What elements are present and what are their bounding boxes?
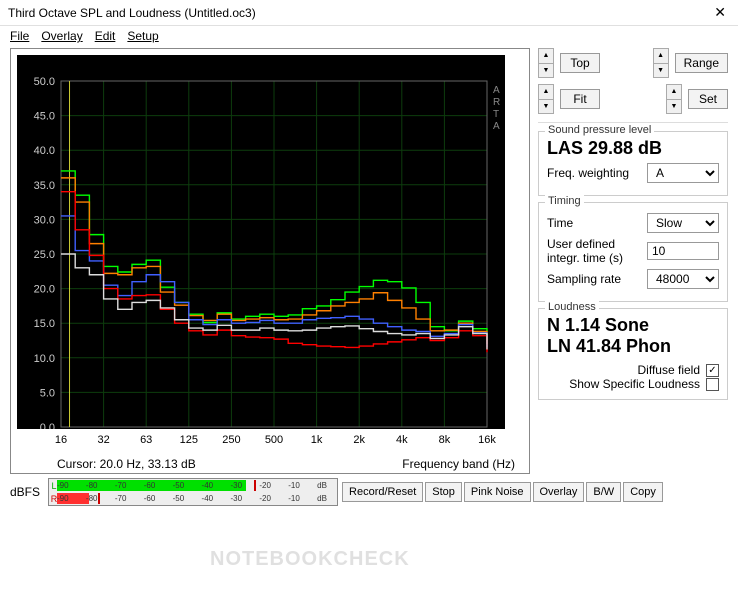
- loudness-legend: Loudness: [545, 301, 599, 313]
- loudness-sone: N 1.14 Sone: [547, 315, 719, 336]
- menu-setup[interactable]: Setup: [127, 29, 158, 43]
- chart-frame: dB Third octave SPL 0.05.010.015.020.025…: [10, 48, 530, 474]
- svg-text:T: T: [493, 109, 499, 120]
- footer-button-pink-noise[interactable]: Pink Noise: [464, 482, 531, 502]
- menu-overlay[interactable]: Overlay: [41, 29, 82, 43]
- specific-label: Show Specific Loudness: [569, 377, 700, 391]
- spl-group: Sound pressure level LAS 29.88 dB Freq. …: [538, 131, 728, 196]
- integ-input[interactable]: [647, 242, 719, 260]
- close-icon[interactable]: ✕: [710, 4, 730, 21]
- level-meter: L -90-80-70-60-50-40-30-20-10dB R -90-80…: [48, 478, 338, 506]
- svg-text:A: A: [493, 85, 500, 96]
- set-spinner[interactable]: ▲▼: [666, 84, 682, 114]
- svg-text:40.0: 40.0: [34, 145, 55, 157]
- svg-text:500: 500: [265, 434, 283, 446]
- footer-button-b-w[interactable]: B/W: [586, 482, 621, 502]
- svg-text:1k: 1k: [311, 434, 323, 446]
- svg-text:16: 16: [55, 434, 67, 446]
- weighting-label: Freq. weighting: [547, 166, 629, 180]
- svg-text:10.0: 10.0: [34, 353, 55, 365]
- spl-value: LAS 29.88 dB: [547, 138, 719, 159]
- svg-text:16k: 16k: [478, 434, 496, 446]
- diffuse-label: Diffuse field: [638, 363, 700, 377]
- svg-text:25.0: 25.0: [34, 249, 55, 261]
- footer-button-overlay[interactable]: Overlay: [533, 482, 585, 502]
- svg-text:4k: 4k: [396, 434, 408, 446]
- svg-text:250: 250: [222, 434, 240, 446]
- svg-text:30.0: 30.0: [34, 214, 55, 226]
- time-label: Time: [547, 216, 573, 230]
- window-title: Third Octave SPL and Loudness (Untitled.…: [8, 6, 256, 20]
- meter-right: R -90-80-70-60-50-40-30-20-10dB: [49, 492, 337, 505]
- dbfs-label: dBFS: [10, 485, 40, 499]
- top-spinner[interactable]: ▲▼: [538, 48, 554, 78]
- footer-button-record-reset[interactable]: Record/Reset: [342, 482, 423, 502]
- svg-text:125: 125: [180, 434, 198, 446]
- fit-spinner[interactable]: ▲▼: [538, 84, 554, 114]
- svg-text:2k: 2k: [353, 434, 365, 446]
- x-axis-label: Frequency band (Hz): [402, 457, 515, 471]
- set-button[interactable]: Set: [688, 89, 728, 109]
- loudness-phon: LN 41.84 Phon: [547, 336, 719, 357]
- svg-text:15.0: 15.0: [34, 318, 55, 330]
- menubar: File Overlay Edit Setup: [0, 26, 738, 48]
- svg-text:5.0: 5.0: [40, 387, 55, 399]
- range-button[interactable]: Range: [675, 53, 728, 73]
- spl-legend: Sound pressure level: [545, 124, 654, 136]
- svg-text:A: A: [493, 121, 500, 132]
- footer-button-copy[interactable]: Copy: [623, 482, 663, 502]
- svg-text:R: R: [493, 97, 500, 108]
- time-select[interactable]: Slow: [647, 213, 719, 233]
- timing-group: Timing Time Slow User defined integr. ti…: [538, 202, 728, 302]
- menu-file[interactable]: File: [10, 29, 29, 43]
- cursor-readout: Cursor: 20.0 Hz, 33.13 dB: [57, 457, 196, 471]
- svg-text:35.0: 35.0: [34, 180, 55, 192]
- weighting-select[interactable]: A: [647, 163, 719, 183]
- rate-select[interactable]: 48000: [647, 269, 719, 289]
- fit-button[interactable]: Fit: [560, 89, 600, 109]
- loudness-group: Loudness N 1.14 Sone LN 41.84 Phon Diffu…: [538, 308, 728, 400]
- svg-text:32: 32: [97, 434, 109, 446]
- svg-text:50.0: 50.0: [34, 76, 55, 88]
- top-button[interactable]: Top: [560, 53, 600, 73]
- range-spinner[interactable]: ▲▼: [653, 48, 669, 78]
- menu-edit[interactable]: Edit: [95, 29, 116, 43]
- diffuse-checkbox[interactable]: ✓: [706, 364, 719, 377]
- svg-text:20.0: 20.0: [34, 284, 55, 296]
- svg-text:45.0: 45.0: [34, 111, 55, 123]
- rate-label: Sampling rate: [547, 272, 621, 286]
- specific-checkbox[interactable]: [706, 378, 719, 391]
- svg-text:63: 63: [140, 434, 152, 446]
- svg-text:8k: 8k: [439, 434, 451, 446]
- spl-chart[interactable]: 0.05.010.015.020.025.030.035.040.045.050…: [17, 55, 505, 455]
- meter-left: L -90-80-70-60-50-40-30-20-10dB: [49, 479, 337, 492]
- footer-button-stop[interactable]: Stop: [425, 482, 462, 502]
- integ-label: User defined integr. time (s): [547, 237, 647, 265]
- timing-legend: Timing: [545, 195, 584, 207]
- watermark: NOTEBOOKCHECK: [210, 548, 410, 571]
